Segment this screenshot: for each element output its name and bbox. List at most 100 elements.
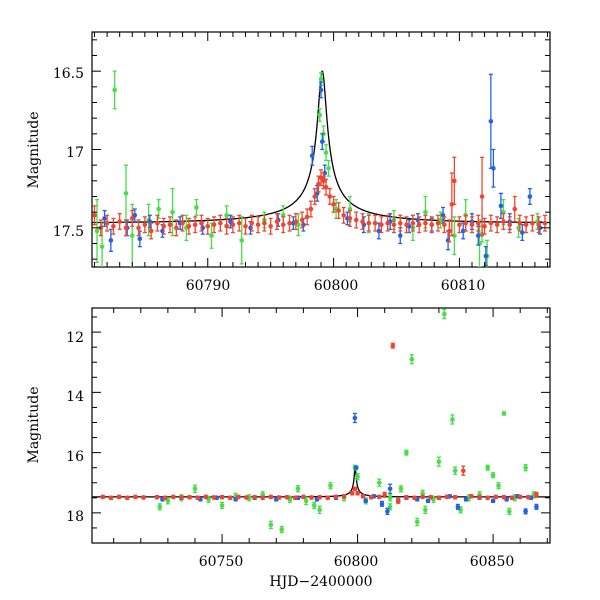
data-point [236,494,241,500]
data-point [308,200,314,218]
data-point [479,156,485,237]
data-point [442,308,447,320]
data-point [488,73,494,169]
data-point [372,214,378,232]
data-point [475,214,481,232]
data-point [363,498,369,504]
data-point [224,217,229,235]
data-point [504,497,509,502]
data-point [368,494,374,500]
data-point [460,465,466,476]
data-point [174,219,179,237]
data-point [219,501,225,510]
data-point [387,494,393,502]
data-point [436,456,442,467]
data-point [404,494,409,500]
data-point [452,494,458,500]
data-point [132,208,138,223]
data-point [137,230,143,248]
data-point [100,494,106,500]
data-point [447,219,452,243]
data-point [404,216,409,234]
data-point [116,494,122,500]
data-point [161,217,167,235]
bottom-x-axis-label: HJD−2400000 [269,574,372,590]
data-point [317,494,322,500]
data-point [170,188,175,237]
data-point [195,495,200,501]
data-point [395,497,401,504]
data-point [452,216,457,256]
data-point [534,503,539,510]
data-point [326,159,331,177]
data-point [154,494,160,500]
data-point [108,495,114,501]
data-point [104,214,110,232]
data-point [404,449,409,456]
bottom-y-axis-label: Magnitude [26,386,42,463]
data-point [488,214,494,232]
bottom-x-tick-label: 60800 [334,554,379,570]
bottom-y-tick-label: 12 [66,330,84,346]
data-point [296,213,301,237]
data-point [129,209,135,227]
data-point [498,192,504,220]
data-point [167,216,173,234]
data-point [536,216,541,234]
data-point [450,414,455,425]
data-point [414,517,420,527]
data-point [142,216,148,234]
data-point [460,222,466,240]
data-point [341,494,347,499]
data-point [469,216,475,234]
data-point [527,188,533,205]
data-point [512,195,518,223]
data-point [463,497,469,502]
data-point [494,216,500,234]
data-point [349,490,355,496]
bottom-axis-ticks [92,308,550,544]
data-point [442,216,447,234]
data-point [397,214,403,232]
data-point [385,507,390,516]
data-point [287,214,292,232]
data-point [295,485,301,493]
data-point [323,178,329,196]
data-point [293,213,299,231]
data-point [423,505,428,515]
data-point [376,494,382,500]
data-point [228,214,233,229]
data-point [211,495,217,500]
data-point [491,148,496,188]
top-y-axis-label: Magnitude [26,111,42,188]
data-point [327,188,333,205]
data-point [317,505,322,515]
data-point [376,478,382,488]
data-point [123,219,129,237]
data-point [523,216,529,234]
data-point [387,213,393,231]
data-point [490,498,496,504]
data-point [507,507,512,516]
data-point [420,494,425,500]
data-point [219,494,225,500]
data-point [436,495,442,501]
data-point [249,214,255,232]
top-y-tick-label: 17.5 [53,224,84,240]
data-point [347,209,353,227]
data-point [542,214,548,232]
data-point [211,216,217,234]
data-point [463,214,468,232]
data-point [425,498,431,504]
bottom-x-tick-label: 60750 [199,554,244,570]
data-point [276,495,282,500]
data-point [485,495,490,501]
data-point [341,206,346,224]
data-point [260,495,266,501]
data-point [279,525,285,534]
data-point [523,508,528,515]
data-point [268,217,273,235]
data-point [429,216,435,234]
data-point [284,494,290,500]
